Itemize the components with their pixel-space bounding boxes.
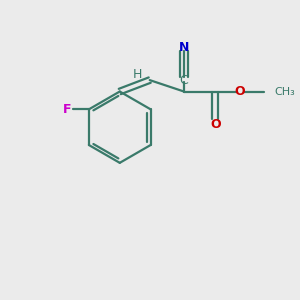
Text: CH₃: CH₃ (275, 86, 296, 97)
Text: O: O (234, 85, 245, 98)
Text: C: C (180, 74, 188, 87)
Text: N: N (179, 41, 189, 54)
Text: F: F (63, 103, 71, 116)
Text: H: H (133, 68, 142, 82)
Text: O: O (210, 118, 220, 131)
